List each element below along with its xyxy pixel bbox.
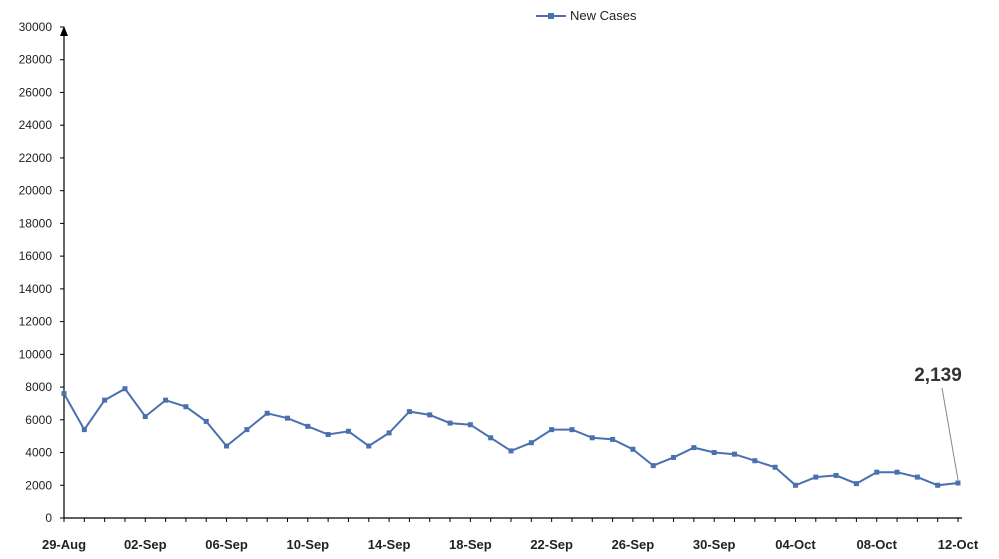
- data-point: [386, 430, 392, 436]
- data-point: [163, 397, 169, 403]
- data-point: [406, 409, 412, 415]
- data-point: [955, 480, 961, 486]
- y-tick-label: 6000: [25, 413, 52, 427]
- x-tick-label: 10-Sep: [286, 537, 329, 552]
- y-tick-label: 0: [45, 511, 52, 525]
- annotation: 2,139: [914, 365, 962, 481]
- x-tick-label: 04-Oct: [775, 537, 816, 552]
- data-point: [467, 422, 473, 428]
- series-new-cases: [61, 386, 961, 488]
- axes: [60, 26, 962, 519]
- data-point: [914, 474, 920, 480]
- y-tick-label: 16000: [19, 249, 53, 263]
- x-tick-label: 26-Sep: [612, 537, 655, 552]
- data-point: [935, 482, 941, 488]
- data-point: [732, 451, 737, 457]
- data-point: [264, 410, 270, 416]
- y-tick-label: 12000: [19, 315, 53, 329]
- data-point: [81, 427, 87, 433]
- data-point: [813, 474, 819, 480]
- y-tick-label: 10000: [19, 347, 53, 361]
- data-point: [650, 463, 656, 469]
- y-tick-label: 4000: [25, 446, 52, 460]
- x-tick-label: 06-Sep: [205, 537, 248, 552]
- y-ticks: 0 2000 4000 6000 8000 10000 12000 14000 16000 180…: [19, 20, 64, 525]
- legend: New Cases: [536, 8, 637, 23]
- data-point: [874, 469, 880, 475]
- x-tick-label: 30-Sep: [693, 537, 736, 552]
- x-tick-label: 18-Sep: [449, 537, 492, 552]
- y-tick-label: 18000: [19, 216, 53, 230]
- data-point: [610, 436, 616, 442]
- y-tick-label: 8000: [25, 380, 52, 394]
- y-tick-label: 24000: [19, 118, 53, 132]
- data-point: [549, 427, 555, 433]
- y-tick-label: 30000: [19, 20, 53, 34]
- y-tick-label: 14000: [19, 282, 53, 296]
- y-axis-arrow-icon: [60, 26, 68, 36]
- data-point: [853, 481, 859, 487]
- y-tick-label: 26000: [19, 85, 53, 99]
- data-point: [772, 464, 778, 470]
- data-point: [285, 415, 290, 421]
- data-point: [203, 418, 209, 424]
- data-point: [244, 427, 250, 433]
- data-point: [752, 458, 758, 464]
- data-point: [447, 420, 453, 426]
- data-point: [528, 440, 534, 446]
- data-point: [630, 446, 636, 452]
- data-point: [305, 423, 311, 429]
- data-point: [366, 443, 372, 449]
- data-point: [325, 432, 331, 438]
- legend-label-new-cases: New Cases: [570, 8, 637, 23]
- data-point: [142, 414, 148, 420]
- annotation-label: 2,139: [914, 365, 962, 386]
- data-point: [427, 412, 433, 418]
- x-tick-label: 02-Sep: [124, 537, 167, 552]
- legend-marker-new-cases: [548, 13, 554, 19]
- data-point: [345, 428, 351, 434]
- data-point: [589, 435, 595, 441]
- x-tick-label: 12-Oct: [938, 537, 979, 552]
- data-point: [691, 445, 697, 451]
- data-point: [224, 443, 230, 449]
- y-tick-label: 28000: [19, 53, 53, 67]
- annotation-leader-line: [941, 387, 959, 481]
- data-point: [569, 427, 575, 433]
- data-point: [488, 435, 494, 441]
- data-point: [792, 482, 798, 488]
- x-tick-label: 22-Sep: [530, 537, 573, 552]
- y-tick-label: 2000: [25, 478, 52, 492]
- data-point: [671, 454, 677, 460]
- x-ticks: 29-Aug 02-Sep 06-Sep 10-Sep 14-Sep 18-Sep 22-S…: [42, 518, 979, 552]
- x-tick-label: 29-Aug: [42, 537, 86, 552]
- x-tick-label: 14-Sep: [368, 537, 411, 552]
- data-point: [833, 472, 839, 478]
- data-point: [894, 469, 900, 475]
- data-point: [102, 397, 108, 403]
- x-tick-label: 08-Oct: [856, 537, 897, 552]
- data-point: [183, 404, 189, 410]
- y-tick-label: 20000: [19, 184, 53, 198]
- series-line-new-cases: [63, 387, 959, 487]
- data-point: [61, 391, 67, 397]
- data-point: [508, 448, 514, 454]
- data-point: [711, 450, 717, 456]
- data-point: [122, 386, 128, 392]
- y-tick-label: 22000: [19, 151, 53, 165]
